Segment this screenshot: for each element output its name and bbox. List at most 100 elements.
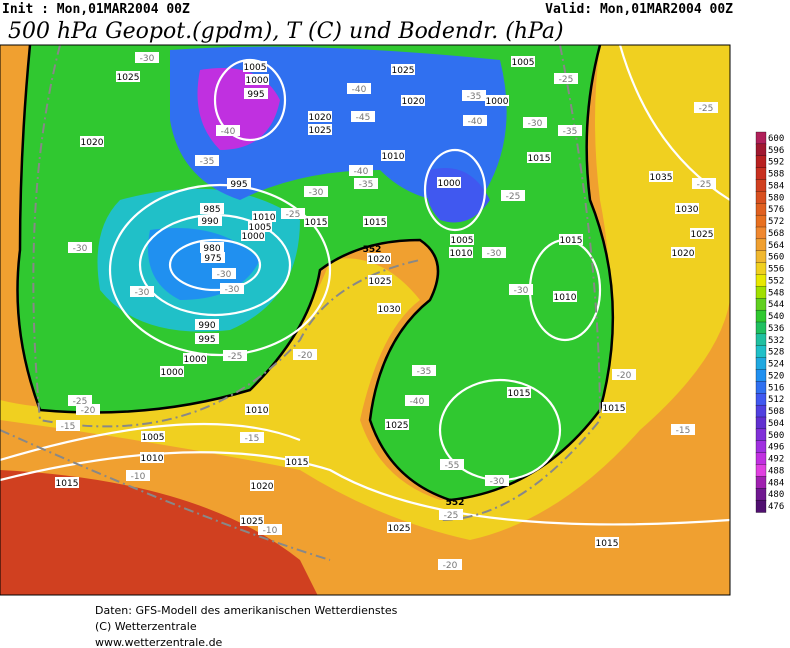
isobar-label-box — [367, 253, 391, 264]
isobar-label: 1020 — [251, 482, 274, 492]
temperature-label-box — [482, 247, 506, 258]
isobar-label-box — [527, 152, 551, 163]
legend-label: 556 — [768, 265, 784, 275]
isobar-label-box — [450, 234, 474, 245]
isobar-label-box — [308, 111, 332, 122]
legend-swatch — [755, 238, 767, 252]
temperature-label-box — [76, 404, 100, 415]
temperature-label-box — [438, 559, 462, 570]
legend-label: 504 — [768, 419, 784, 429]
isobar-label: 1025 — [241, 517, 264, 527]
isobar-label: 1015 — [560, 236, 583, 246]
isobar-label-box — [200, 242, 224, 253]
isobar-label: 1025 — [392, 66, 415, 76]
boundary-label: 552 — [363, 245, 382, 255]
temperature-label: -30 — [490, 477, 505, 487]
temperature-label: -30 — [140, 54, 155, 64]
temperature-label-box — [671, 424, 695, 435]
isobar-label: 1015 — [56, 479, 79, 489]
legend-swatch — [755, 393, 767, 406]
isobar-label-box — [449, 247, 473, 258]
temperature-label: -35 — [467, 92, 482, 102]
legend-label: 516 — [768, 383, 784, 393]
temperature-label-box — [304, 186, 328, 197]
legend-swatch — [755, 155, 767, 169]
isobar-label-box — [252, 211, 276, 222]
temperature-label-box — [558, 125, 582, 136]
isobar-label: 1030 — [378, 305, 401, 315]
legend-label: 560 — [768, 253, 784, 263]
isobar-label-box — [595, 537, 619, 548]
legend-swatch — [755, 464, 767, 478]
isobar-label-box — [200, 203, 224, 214]
legend-label: 532 — [768, 336, 784, 346]
isobar-label: 1010 — [246, 406, 269, 416]
temperature-label: -35 — [359, 180, 374, 190]
temperature-label: -35 — [417, 367, 432, 377]
init-time: Init : Mon,01MAR2004 00Z — [2, 2, 190, 17]
isobar-label: 980 — [203, 244, 220, 254]
temperature-label-box — [216, 125, 240, 136]
legend-swatch — [755, 179, 767, 193]
isobar-label: 995 — [247, 90, 264, 100]
temperature-label-box — [509, 284, 533, 295]
legend-swatch — [755, 250, 767, 264]
legend-label: 520 — [768, 371, 784, 381]
temperature-label-box — [220, 283, 244, 294]
legend-swatch — [755, 286, 767, 299]
legend-swatch — [755, 309, 767, 323]
legend-swatch — [755, 262, 767, 276]
isobar-label: 1000 — [242, 232, 265, 242]
temperature-label-box — [349, 165, 373, 176]
isobar-label: 1005 — [451, 236, 474, 246]
temperature-label: -20 — [617, 371, 632, 381]
isobar — [213, 58, 287, 142]
legend-label: 572 — [768, 217, 784, 227]
legend-swatch — [755, 333, 767, 347]
temperature-label-box — [135, 52, 159, 63]
temperature-label: -30 — [514, 286, 529, 296]
legend-label: 584 — [768, 181, 784, 191]
legend-swatch — [755, 214, 767, 228]
isobar — [108, 183, 332, 357]
isobar-label: 1010 — [450, 249, 473, 259]
temperature-label-box — [440, 459, 464, 470]
boundary-552 — [16, 45, 615, 502]
legend-swatch — [755, 191, 767, 204]
temperature-label: -45 — [356, 113, 371, 123]
legend-swatch — [755, 203, 767, 216]
temperature-label-box — [212, 268, 236, 279]
legend-swatch — [755, 274, 767, 288]
blue-area — [148, 228, 260, 300]
temperature-label-box — [223, 350, 247, 361]
map-field — [0, 45, 730, 595]
isobar-label-box — [690, 228, 714, 239]
isobar-label: 1000 — [184, 355, 207, 365]
valid-time: Valid: Mon,01MAR2004 00Z — [545, 2, 733, 17]
isobar-label: 1015 — [603, 404, 626, 414]
temperature-label-box — [195, 155, 219, 166]
isobar — [423, 148, 487, 232]
legend-swatch — [755, 440, 767, 454]
temperature-label: -40 — [468, 117, 483, 127]
legend-label: 544 — [768, 300, 784, 310]
isotherm — [32, 45, 421, 428]
temperature-label: -30 — [487, 249, 502, 259]
isobar-label-box — [245, 404, 269, 415]
contour-labels: 1025100510009951020102010251025102010051… — [55, 52, 718, 571]
isobar-label: 975 — [204, 254, 221, 264]
legend-swatch — [755, 476, 767, 489]
warm-area — [0, 470, 318, 595]
temperature-label-box — [412, 365, 436, 376]
temperature-label-box — [56, 420, 80, 431]
isobar-label: 1015 — [528, 154, 551, 164]
legend-swatch — [755, 298, 767, 311]
isobar-label: 1020 — [81, 138, 104, 148]
isobar-label-box — [437, 177, 461, 188]
legend-label: 596 — [768, 146, 784, 156]
legend-label: 552 — [768, 276, 784, 286]
legend-swatch — [755, 428, 767, 442]
temperature-label-box — [692, 178, 716, 189]
legend-swatch — [755, 452, 767, 466]
legend-label: 576 — [768, 205, 784, 215]
